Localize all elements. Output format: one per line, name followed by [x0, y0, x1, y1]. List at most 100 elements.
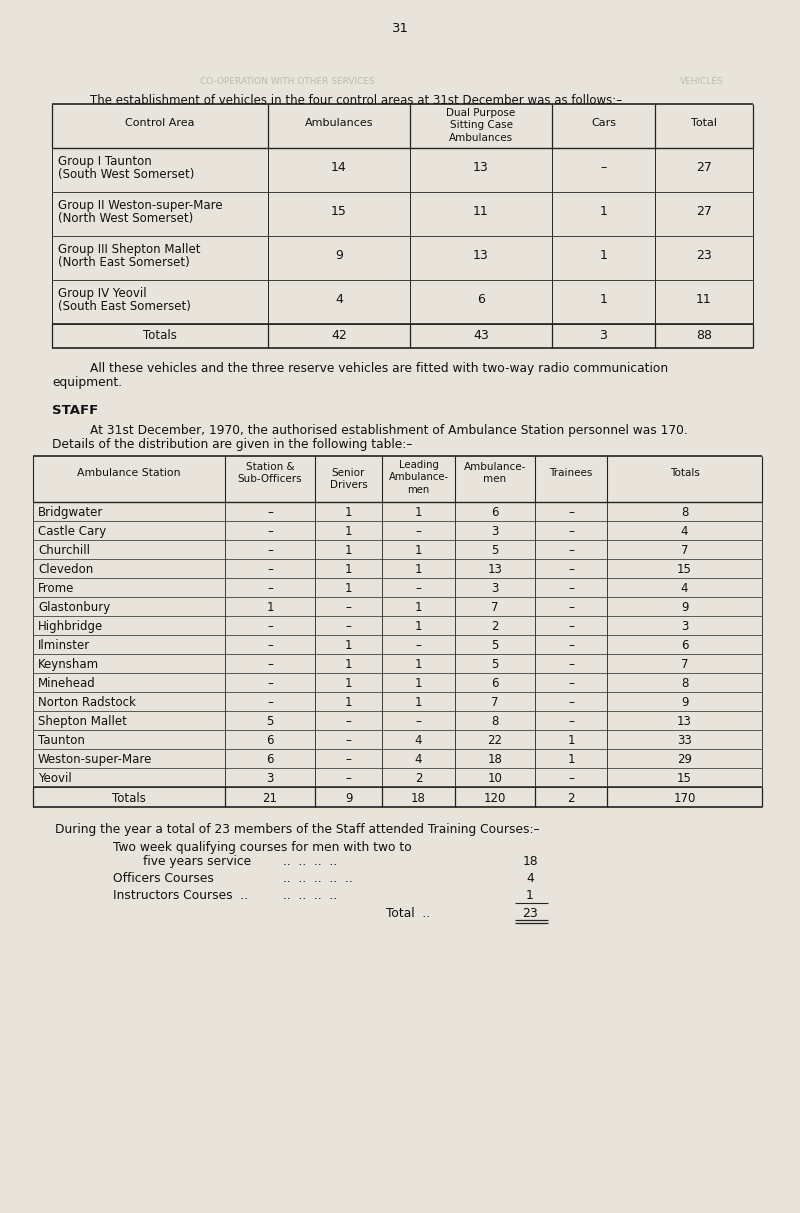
Text: 1: 1 — [414, 657, 422, 671]
Text: 9: 9 — [681, 696, 688, 710]
Text: five years service: five years service — [143, 855, 251, 869]
Text: 22: 22 — [487, 734, 502, 747]
Text: 5: 5 — [266, 714, 274, 728]
Text: Instructors Courses  ..: Instructors Courses .. — [113, 889, 248, 902]
Text: 4: 4 — [681, 582, 688, 596]
Text: –: – — [568, 714, 574, 728]
Text: Churchill: Churchill — [38, 543, 90, 557]
Text: 27: 27 — [696, 205, 712, 218]
Text: Control Area: Control Area — [126, 118, 194, 129]
Text: Two week qualifying courses for men with two to: Two week qualifying courses for men with… — [113, 841, 412, 854]
Text: 31: 31 — [391, 22, 409, 35]
Text: –: – — [568, 563, 574, 576]
Text: 3: 3 — [681, 620, 688, 633]
Text: 6: 6 — [491, 506, 498, 519]
Text: –: – — [267, 543, 273, 557]
Text: 1: 1 — [345, 506, 352, 519]
Text: 2: 2 — [567, 792, 574, 805]
Text: Details of the distribution are given in the following table:–: Details of the distribution are given in… — [52, 438, 412, 451]
Text: 1: 1 — [599, 205, 607, 218]
Text: 11: 11 — [696, 294, 712, 306]
Text: –: – — [346, 600, 351, 614]
Text: –: – — [267, 620, 273, 633]
Text: 13: 13 — [473, 161, 489, 173]
Text: 18: 18 — [522, 855, 538, 869]
Text: Yeovil: Yeovil — [38, 771, 72, 785]
Text: Shepton Mallet: Shepton Mallet — [38, 714, 127, 728]
Text: –: – — [267, 563, 273, 576]
Text: –: – — [568, 696, 574, 710]
Text: At 31st December, 1970, the authorised establishment of Ambulance Station person: At 31st December, 1970, the authorised e… — [90, 425, 688, 437]
Text: –: – — [346, 771, 351, 785]
Text: 1: 1 — [599, 249, 607, 262]
Text: 1: 1 — [345, 677, 352, 690]
Text: –: – — [415, 714, 422, 728]
Text: Keynsham: Keynsham — [38, 657, 99, 671]
Text: 2: 2 — [491, 620, 498, 633]
Text: –: – — [346, 753, 351, 765]
Text: 13: 13 — [473, 249, 489, 262]
Text: Totals: Totals — [143, 329, 177, 342]
Text: 6: 6 — [266, 753, 274, 765]
Text: The establishment of vehicles in the four control areas at 31st December was as : The establishment of vehicles in the fou… — [90, 93, 622, 107]
Text: Castle Cary: Castle Cary — [38, 525, 106, 539]
Text: 8: 8 — [681, 506, 688, 519]
Text: (South East Somerset): (South East Somerset) — [58, 300, 191, 313]
Text: –: – — [267, 639, 273, 653]
Text: 7: 7 — [491, 600, 498, 614]
Text: 9: 9 — [681, 600, 688, 614]
Text: –: – — [568, 525, 574, 539]
Text: 13: 13 — [677, 714, 692, 728]
Text: 5: 5 — [491, 543, 498, 557]
Text: STAFF: STAFF — [52, 404, 98, 417]
Text: 6: 6 — [681, 639, 688, 653]
Text: 11: 11 — [473, 205, 489, 218]
Text: 1: 1 — [414, 543, 422, 557]
Text: 23: 23 — [522, 907, 538, 919]
Text: Senior
Drivers: Senior Drivers — [330, 468, 367, 490]
Text: Ilminster: Ilminster — [38, 639, 90, 653]
Text: 4: 4 — [335, 294, 343, 306]
Text: 33: 33 — [677, 734, 692, 747]
Text: ..  ..  ..  ..: .. .. .. .. — [283, 855, 338, 869]
Text: Taunton: Taunton — [38, 734, 85, 747]
Text: –: – — [568, 582, 574, 596]
Text: 21: 21 — [262, 792, 278, 805]
Text: –: – — [568, 600, 574, 614]
Text: Leading
Ambulance-
men: Leading Ambulance- men — [389, 460, 449, 495]
Text: 170: 170 — [674, 792, 696, 805]
Text: –: – — [568, 620, 574, 633]
Text: –: – — [568, 543, 574, 557]
Text: Cars: Cars — [591, 118, 616, 129]
Text: 1: 1 — [266, 600, 274, 614]
Text: 4: 4 — [526, 872, 534, 885]
Text: 1: 1 — [345, 543, 352, 557]
Text: 18: 18 — [411, 792, 426, 805]
Text: 1: 1 — [414, 600, 422, 614]
Text: 18: 18 — [487, 753, 502, 765]
Text: –: – — [267, 657, 273, 671]
Text: Officers Courses: Officers Courses — [113, 872, 214, 885]
Text: Ambulance-
men: Ambulance- men — [464, 462, 526, 484]
Text: –: – — [267, 677, 273, 690]
Text: –: – — [568, 506, 574, 519]
Text: Ambulances: Ambulances — [305, 118, 374, 129]
Text: 8: 8 — [681, 677, 688, 690]
Text: Totals: Totals — [112, 792, 146, 805]
Text: (North East Somerset): (North East Somerset) — [58, 256, 190, 269]
Text: Minehead: Minehead — [38, 677, 96, 690]
Text: –: – — [568, 639, 574, 653]
Text: Station &
Sub-Officers: Station & Sub-Officers — [238, 462, 302, 484]
Text: Trainees: Trainees — [550, 468, 593, 478]
Text: –: – — [346, 620, 351, 633]
Text: 14: 14 — [331, 161, 347, 173]
Text: 1: 1 — [345, 657, 352, 671]
Text: –: – — [267, 696, 273, 710]
Text: Group II Weston-super-Mare: Group II Weston-super-Mare — [58, 199, 222, 212]
Text: 1: 1 — [414, 620, 422, 633]
Text: Frome: Frome — [38, 582, 74, 596]
Text: 1: 1 — [567, 753, 574, 765]
Text: 1: 1 — [414, 506, 422, 519]
Text: Total: Total — [691, 118, 717, 129]
Text: 23: 23 — [696, 249, 712, 262]
